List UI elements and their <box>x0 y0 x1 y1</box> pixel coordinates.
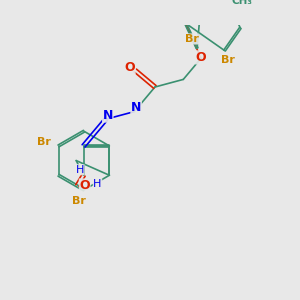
Text: Br: Br <box>71 196 85 206</box>
Text: N: N <box>131 101 141 114</box>
Text: H: H <box>76 165 84 175</box>
Text: O: O <box>196 51 206 64</box>
Text: N: N <box>103 109 113 122</box>
Text: O: O <box>80 179 90 192</box>
Text: Br: Br <box>185 34 199 44</box>
Text: O: O <box>124 61 135 74</box>
Text: CH₃: CH₃ <box>231 0 252 6</box>
Text: Br: Br <box>37 137 51 147</box>
Text: Br: Br <box>221 55 235 65</box>
Text: H: H <box>93 179 102 189</box>
